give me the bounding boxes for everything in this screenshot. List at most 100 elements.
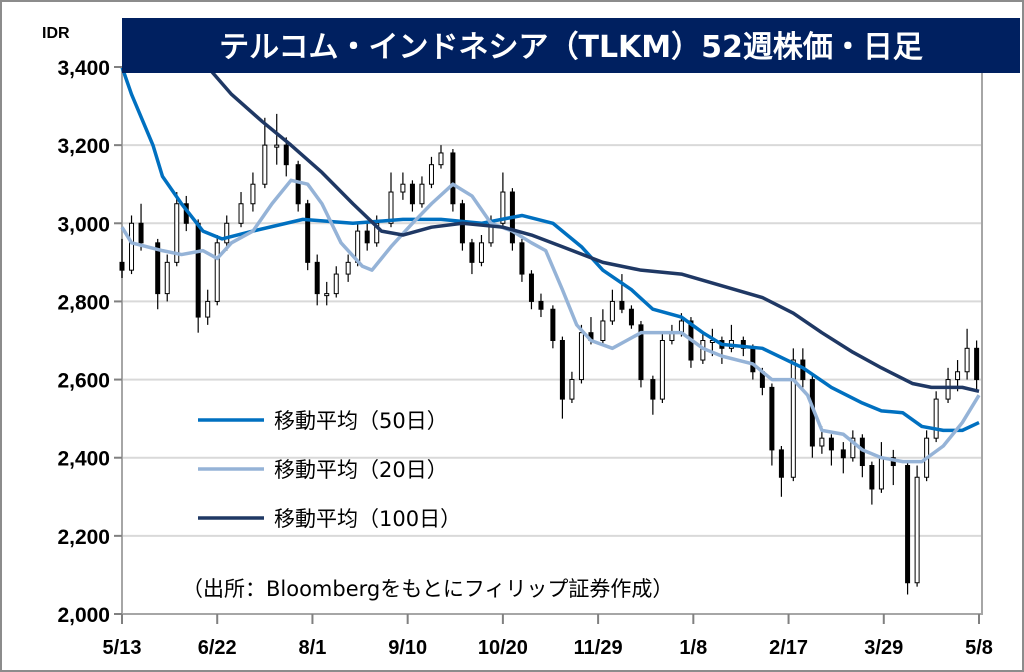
y-tick-label: 2,000 [57,604,110,627]
candle-body [528,273,534,302]
candle-body [974,347,980,381]
candle-body [374,222,380,244]
candle-body [155,242,161,295]
candle-body [195,222,201,318]
candle-body [333,273,339,295]
moving-average-lines [120,65,981,464]
ma-line-1 [120,178,981,464]
candle-body [638,324,644,381]
candle-body [469,242,475,263]
candle-body [262,144,268,185]
candle-body [364,230,370,244]
x-tick-label: 8/1 [299,637,327,659]
candle-body [778,449,784,478]
candle-body [790,359,796,478]
candle-body [933,398,939,439]
x-tick-label: 5/8 [965,637,993,659]
y-tick-label: 3,000 [57,213,110,236]
x-tick-label: 6/22 [198,637,237,659]
x-tick-label: 11/29 [574,637,623,659]
source-note: （出所：Bloombergをもとにフィリップ証券作成） [182,577,673,601]
candle-body [519,242,525,275]
candle-body [138,222,144,244]
x-tick-label: 10/20 [478,637,528,659]
y-axis-unit: IDR [42,25,70,42]
candle-body [945,379,951,400]
candle-body [419,183,425,205]
candle-body [769,386,775,451]
candle-body [274,144,280,148]
candle-body [678,320,684,334]
chart-title: テルコム・インドネシア（TLKM）52週株価・日足 [219,30,923,65]
candle-body [559,340,565,400]
candle-body [324,293,330,297]
candle-body [878,457,884,490]
candle-body [295,164,301,205]
x-tick-label: 5/13 [103,637,142,659]
candle-body [428,164,434,185]
candle-body [119,261,125,271]
candle-body [345,261,351,275]
candle-body [578,332,584,381]
candle-body [314,261,320,295]
candle-body [828,437,834,451]
candle-body [955,371,961,381]
legend-label: 移動平均（50日） [274,409,448,433]
candle-body [609,300,615,322]
candle-body [214,242,220,302]
legend-label: 移動平均（100日） [274,507,461,531]
x-tick-label: 2/17 [769,637,808,659]
candle-body [129,222,135,271]
ma-line-2 [206,65,980,393]
candle-body [550,308,556,342]
candlesticks [119,113,980,595]
candle-body [174,203,180,263]
candle-body [388,191,394,224]
candle-body [659,340,665,400]
y-tick-label: 3,200 [57,135,110,158]
y-axis: 2,000 2,200 2,400 2,600 2,800 3,000 3,200 3,400 [57,57,122,627]
candle-body [438,152,444,166]
candle-body [500,191,506,224]
candle-body [628,308,634,326]
candle-body [869,465,875,490]
candle-body [840,449,846,459]
y-tick-label: 3,400 [57,57,110,80]
candle-body [478,242,484,263]
candle-body [283,144,289,166]
candle-body [905,465,911,584]
candle-body [205,300,211,318]
legend-label: 移動平均（20日） [274,458,448,482]
candle-body [238,203,244,224]
candle-body [569,379,575,400]
x-tick-label: 9/10 [388,637,427,659]
y-tick-label: 2,800 [57,291,110,314]
x-tick-label: 3/29 [864,637,903,659]
candle-body [224,222,230,244]
y-tick-label: 2,600 [57,370,110,393]
candle-body [400,183,406,193]
gridlines [122,66,982,537]
ma-line-0 [120,66,980,433]
candle-body [650,379,656,400]
candle-body [409,183,415,205]
x-axis: 5/13 6/22 8/1 9/10 10/20 11/29 1/8 2/17 3/29 5/8 [103,614,993,659]
title-banner [122,18,1020,73]
y-tick-label: 2,400 [57,448,110,471]
candle-body [740,340,746,349]
candle-body [914,476,920,584]
candle-body [305,203,311,263]
candle-body [450,152,456,205]
y-tick-label: 2,200 [57,526,110,549]
candle-body [850,437,856,459]
candle-body [164,261,170,295]
candle-body [619,300,625,310]
candle-body [750,347,756,373]
legend: 移動平均（50日） 移動平均（20日） 移動平均（100日） [198,409,461,531]
candle-body [964,347,970,373]
candle-body [538,300,544,310]
x-tick-label: 1/8 [679,637,707,659]
candle-body [250,183,256,205]
